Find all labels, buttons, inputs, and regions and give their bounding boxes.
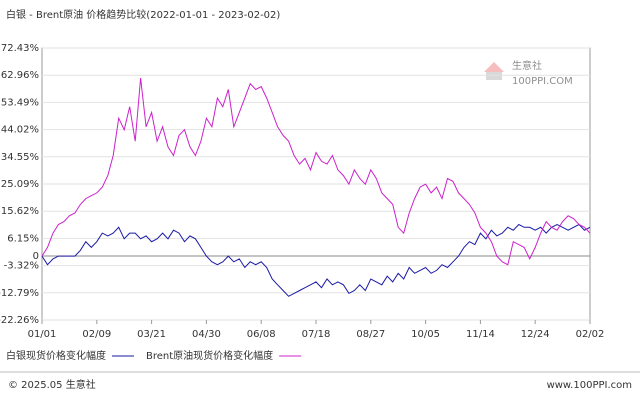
y-tick-label: 72.43% xyxy=(1,43,39,54)
footer-copyright: © 2025.05 生意社 xyxy=(8,378,96,391)
series-line xyxy=(41,223,591,297)
y-tick-label: 25.09% xyxy=(1,179,39,190)
y-tick-label: 6.15% xyxy=(7,233,39,244)
y-tick-label: -12.79% xyxy=(0,288,39,299)
watermark-name: 生意社 xyxy=(512,59,542,72)
x-tick-label: 04/30 xyxy=(192,329,221,340)
x-tick-label: 03/21 xyxy=(137,329,166,340)
y-tick-label: 0 xyxy=(33,251,39,262)
x-tick-label: 02/09 xyxy=(82,329,111,340)
y-tick-label: 62.96% xyxy=(1,70,39,81)
x-tick-label: 10/05 xyxy=(411,329,440,340)
x-tick-label: 01/01 xyxy=(28,329,57,340)
x-tick-label: 08/27 xyxy=(356,329,385,340)
x-tick-label: 07/18 xyxy=(302,329,331,340)
chart-title: 白银 - Brent原油 价格趋势比较(2022-01-01 - 2023-02… xyxy=(6,8,280,21)
x-tick-label: 06/08 xyxy=(247,329,276,340)
legend-label: 白银现货价格变化幅度 xyxy=(6,349,106,362)
y-tick-label: 53.49% xyxy=(1,97,39,108)
watermark-icon xyxy=(484,62,504,72)
x-tick-label: 02/02 xyxy=(576,329,605,340)
x-tick-label: 11/14 xyxy=(466,329,495,340)
y-tick-label: 44.02% xyxy=(1,125,39,136)
y-tick-label: 15.62% xyxy=(1,206,39,217)
x-tick-label: 12/24 xyxy=(521,329,550,340)
legend-label: Brent原油现货价格变化幅度 xyxy=(146,349,273,362)
legend: 白银现货价格变化幅度 Brent原油现货价格变化幅度 xyxy=(6,349,302,362)
watermark-site: 100PPI.COM xyxy=(512,76,573,87)
watermark: 生意社 100PPI.COM xyxy=(484,59,573,87)
series-line xyxy=(41,77,591,266)
y-tick-label: -22.26% xyxy=(0,315,39,326)
y-tick-label: 34.55% xyxy=(1,152,39,163)
y-tick-label: -3.32% xyxy=(4,261,39,272)
watermark-icon xyxy=(486,72,502,80)
footer-url: www.100PPI.com xyxy=(547,380,632,391)
